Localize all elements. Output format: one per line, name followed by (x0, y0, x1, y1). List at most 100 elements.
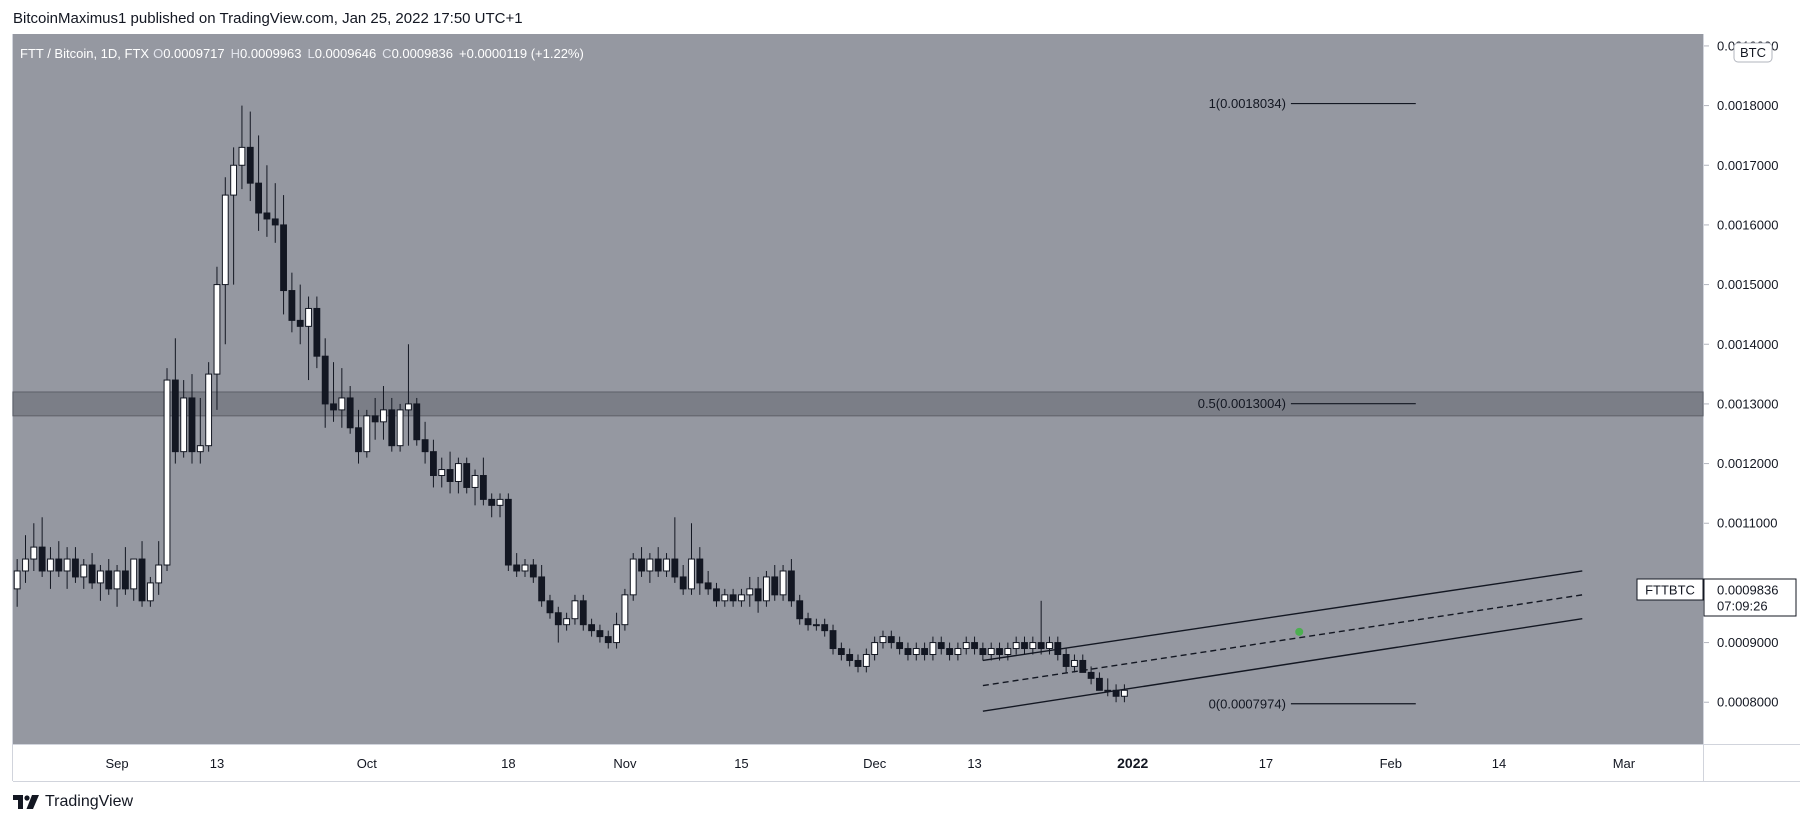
time-axis-label: 18 (501, 756, 515, 771)
fib-level-label: 0.5(0.0013004) (1198, 396, 1286, 411)
candle (904, 642, 912, 661)
candle (55, 541, 63, 577)
channel-upper-line[interactable] (982, 570, 1583, 662)
tradingview-logo-icon (13, 795, 39, 809)
price-axis-label: 0.0011000 (1717, 516, 1778, 531)
candle (862, 648, 870, 673)
currency-badge[interactable]: BTC (1733, 42, 1773, 63)
candle (163, 368, 171, 571)
candle (563, 612, 571, 631)
plot-area[interactable] (13, 34, 1703, 744)
bounce-marker (1295, 627, 1304, 636)
candle (213, 266, 221, 410)
candle (1012, 636, 1020, 655)
time-axis-labels: Sep 13 Oct 18 Nov 15 Dec 13 2022 17 Feb 14 Mar (105, 755, 1635, 771)
candle (771, 565, 779, 601)
candle (704, 570, 712, 595)
candle (679, 565, 687, 595)
candle (313, 296, 321, 369)
candle (13, 559, 21, 607)
candle (1004, 642, 1012, 661)
candle (471, 469, 479, 506)
footer-brand[interactable]: TradingView (13, 793, 133, 811)
price-axis-label: 0.0012000 (1717, 456, 1778, 471)
candle (946, 642, 953, 661)
candle (1120, 684, 1128, 703)
candle (987, 642, 995, 661)
fib-levels[interactable]: 1(0.0018034) 0.5(0.0013004) 0(0.0007974) (1198, 96, 1416, 711)
candle (504, 493, 512, 571)
candle (1021, 636, 1028, 655)
candle (263, 165, 271, 237)
candle (821, 618, 829, 637)
candle (230, 147, 238, 285)
footer-brand-label: TradingView (45, 793, 134, 810)
candle (63, 547, 71, 589)
ascending-channel[interactable] (982, 570, 1583, 712)
candle (546, 594, 554, 619)
candle (971, 636, 978, 655)
resistance-zone[interactable] (12, 391, 1704, 417)
time-axis-label: Nov (613, 756, 637, 771)
candle (513, 553, 521, 577)
candle (746, 576, 754, 607)
candle (779, 565, 787, 601)
candle (371, 397, 379, 440)
candle (696, 547, 704, 595)
candle (962, 636, 970, 655)
candle (438, 457, 446, 488)
candle (812, 618, 820, 631)
candle (538, 565, 546, 607)
candle (188, 374, 196, 464)
candle (846, 648, 854, 667)
candle (829, 624, 837, 655)
legend-low-label: L (307, 46, 314, 61)
candle (804, 612, 812, 631)
candle (180, 380, 188, 458)
candle (80, 559, 88, 589)
candle (454, 457, 462, 494)
candle (854, 654, 862, 673)
candle (654, 547, 662, 577)
time-axis-label: Dec (863, 756, 887, 771)
candle (221, 177, 229, 345)
legend-high-value: 0.0009963 (240, 46, 301, 61)
candles-layer (13, 105, 1128, 703)
candle (405, 344, 412, 446)
candle (721, 588, 729, 607)
candle (621, 588, 629, 631)
last-price-tag: 0.0009836 07:09:26 (1703, 578, 1797, 617)
candle (896, 636, 904, 655)
legend-change: +0.0000119 (+1.22%) (459, 46, 584, 61)
candle (196, 397, 204, 464)
candle (388, 397, 396, 452)
candle (363, 409, 371, 458)
candle (671, 517, 679, 583)
candle (596, 624, 604, 643)
candle (1037, 600, 1045, 655)
legend-low-value: 0.0009646 (315, 46, 376, 61)
channel-middle-line[interactable] (982, 594, 1583, 687)
time-axis-label: Feb (1380, 756, 1402, 771)
candle (305, 296, 312, 381)
candle (729, 588, 737, 607)
candle (529, 559, 537, 583)
candle (430, 439, 437, 488)
candle (138, 541, 146, 607)
channel-lower-line[interactable] (982, 618, 1583, 712)
candle (979, 642, 987, 661)
candle (1087, 666, 1095, 685)
candle (887, 630, 895, 649)
candle (646, 553, 654, 583)
candle (837, 642, 845, 661)
legend-symbol: FTT / Bitcoin, 1D, FTX (20, 46, 149, 61)
price-axis-label: 0.0015000 (1717, 277, 1778, 292)
candle (338, 368, 346, 428)
fib-level-label: 0(0.0007974) (1209, 696, 1286, 711)
fib-level-label: 1(0.0018034) (1209, 96, 1286, 111)
candle (463, 457, 471, 494)
candle (787, 559, 795, 607)
price-axis-area[interactable] (1704, 34, 1800, 744)
candle (238, 105, 246, 190)
